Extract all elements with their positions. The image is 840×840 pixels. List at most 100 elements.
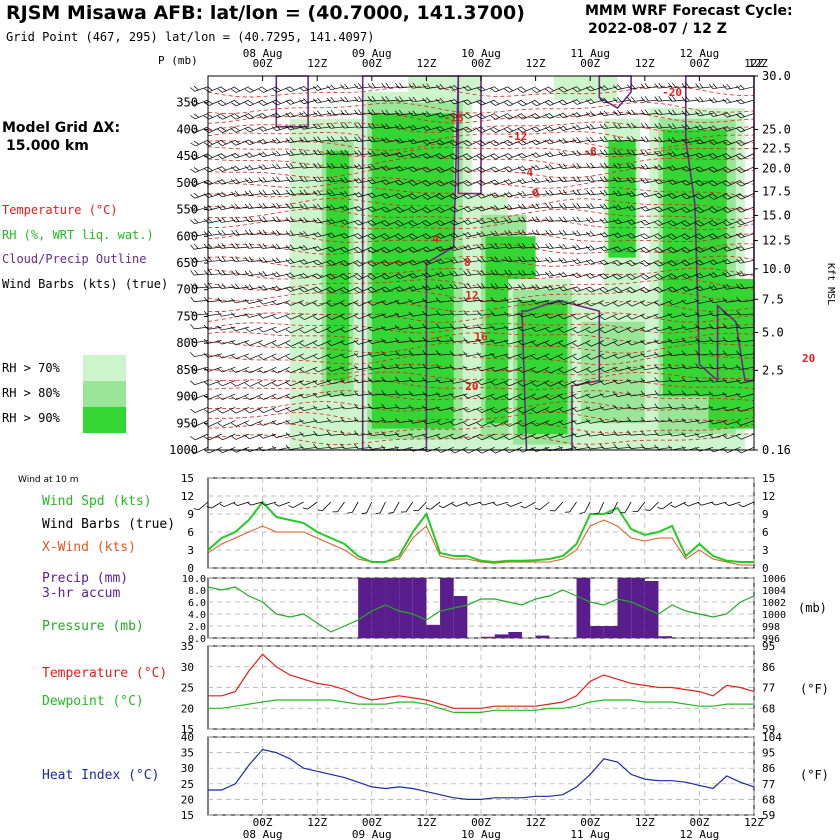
wind-barb [285, 432, 304, 438]
wind-barb [272, 150, 290, 157]
wind-barb [299, 136, 318, 143]
wind-barb [244, 270, 263, 276]
wind-barb [190, 380, 209, 386]
wind-barb [381, 338, 400, 344]
temp-ytick-label-right: 59 [762, 723, 775, 736]
wind-barb [299, 258, 318, 265]
wind-barb [708, 284, 727, 291]
wind-barb [654, 313, 673, 319]
wind-barb [504, 217, 523, 223]
wind-spd-label: Wind Spd (kts) [42, 494, 152, 509]
wind-barb [599, 366, 618, 373]
wind-barb [381, 95, 400, 102]
top-date-label: 11 Aug [570, 47, 610, 60]
wind-barb [695, 298, 714, 304]
wind-barb [340, 300, 359, 307]
wind-barb [544, 284, 563, 291]
wind-barb [490, 113, 509, 120]
wind-barb [531, 393, 550, 401]
kft-tick-label: 22.5 [762, 142, 791, 156]
pressure-ytick-label: 1002 [762, 598, 786, 609]
wind-barb [367, 82, 386, 89]
wind-barb [408, 363, 427, 369]
wind-barb [408, 432, 427, 438]
wind-barb [449, 179, 468, 187]
wind-barb [531, 99, 550, 107]
wind-barb [572, 244, 591, 250]
wind-barb [736, 179, 755, 187]
wind-barb [299, 189, 318, 196]
wind-barb [395, 350, 413, 356]
wind-barb [394, 273, 413, 279]
wind-barb [722, 139, 741, 146]
wind-barb [681, 137, 700, 144]
wind-barb [599, 300, 618, 307]
wind-barb [736, 112, 755, 119]
wind-barb [394, 137, 413, 144]
wind-barb [422, 405, 441, 411]
wind-barb [285, 150, 304, 156]
wind-barb [599, 97, 618, 104]
wind-barb [381, 351, 400, 357]
top-hour-label: 12Z [416, 57, 436, 70]
wind-barb [203, 217, 222, 224]
wind-barb [326, 259, 345, 266]
wind-barb [517, 353, 536, 360]
wind-barb [258, 125, 277, 132]
isotherm-24 [207, 341, 755, 354]
wind-barb [394, 193, 413, 200]
wind-barb [654, 286, 673, 293]
wind-barb [244, 420, 263, 427]
wind-barb [736, 126, 755, 133]
wind-barb [408, 152, 427, 159]
isotherm-label: -8 [584, 145, 597, 158]
wind-barb [695, 337, 714, 343]
wind-barb [203, 296, 222, 303]
wind-barb [217, 204, 236, 211]
wind-barb [627, 300, 645, 307]
wind-barb [654, 430, 673, 436]
bottom-hour-label: 00Z [580, 816, 600, 829]
wind-barb [476, 393, 495, 400]
wind-barb [586, 340, 605, 347]
wind-barb [667, 193, 686, 199]
wind-barb [449, 193, 468, 200]
wind-barb [190, 139, 209, 147]
wind-barb [299, 244, 318, 251]
wind-barb [627, 313, 645, 320]
wind-barb [490, 230, 509, 237]
wind-barb [504, 126, 523, 133]
precip-accum-label: 3-hr accum [42, 586, 121, 601]
wind-barb [258, 99, 277, 106]
wind-barb [613, 84, 632, 90]
wind-barb [190, 192, 209, 199]
wind-barb [722, 310, 741, 316]
wind-barb [408, 259, 427, 266]
wind-barb [626, 191, 645, 197]
isotherm-10 [208, 186, 755, 198]
wind-barb [258, 176, 277, 183]
wind-barb [504, 339, 523, 345]
wind-barb [203, 310, 222, 316]
p-tick-label: 750 [176, 309, 198, 323]
wind-barb [722, 83, 741, 90]
wind-barb [504, 256, 523, 262]
wind-barb [476, 310, 495, 316]
wind-barb [204, 282, 222, 289]
temp-ytick-label-right: 68 [762, 702, 775, 715]
wind-barb [736, 270, 755, 277]
top-hour-label: 12Z [526, 57, 546, 70]
wind-barb [668, 417, 686, 423]
wind-barb [545, 393, 564, 400]
wind-barb [504, 283, 523, 289]
wind-barb [354, 109, 372, 115]
wind-barb [626, 378, 645, 384]
precip-bar [603, 626, 618, 638]
wind-barb [313, 162, 331, 169]
wind-barb [613, 246, 632, 253]
wind-barb [476, 243, 495, 250]
wind-barb [435, 233, 454, 239]
wind-barb [599, 405, 618, 411]
wind-barb [354, 83, 372, 89]
wind-barb [695, 446, 714, 452]
